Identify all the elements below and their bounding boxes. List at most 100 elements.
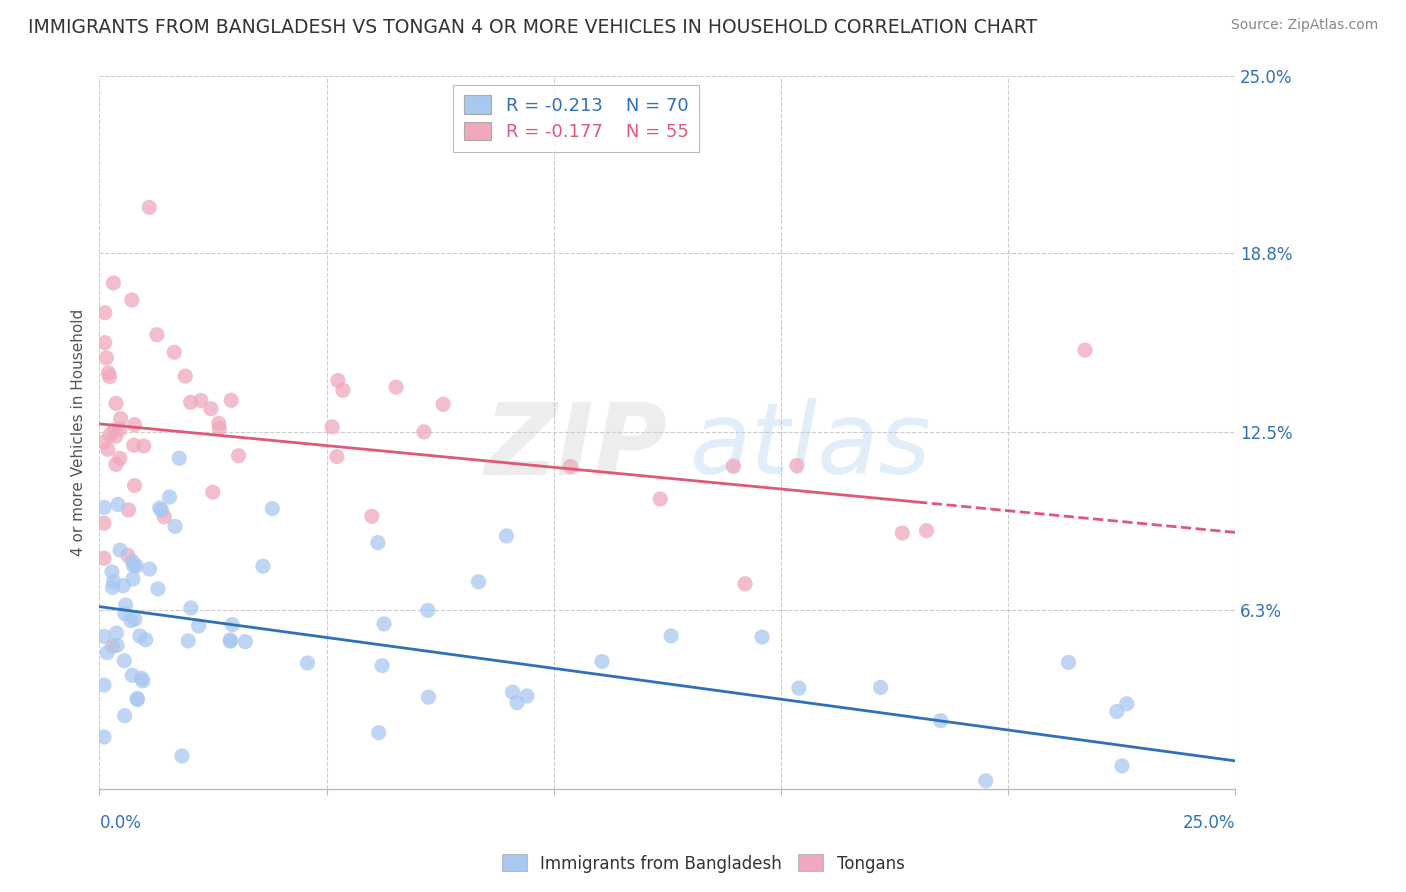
Point [1115,697,1137,711]
Point [418,690,440,705]
Point [121,668,143,682]
Point [177,633,200,648]
Point [105,626,128,640]
Point [131,671,153,685]
Point [367,535,389,549]
Point [1105,705,1128,719]
Point [221,617,243,632]
Point [974,773,997,788]
Point [105,396,128,410]
Point [117,549,139,563]
Text: ZIP: ZIP [484,398,668,495]
Point [103,423,125,437]
Point [167,451,190,466]
Point [125,558,148,573]
Point [103,276,125,290]
Point [127,692,149,706]
Point [190,393,212,408]
Point [219,634,242,648]
Point [367,725,389,739]
Point [124,417,146,432]
Point [1057,656,1080,670]
Point [373,616,395,631]
Point [200,401,222,416]
Point [94,306,117,320]
Point [93,551,115,566]
Point [96,646,118,660]
Point [107,498,129,512]
Point [591,655,613,669]
Point [98,369,121,384]
Point [122,559,145,574]
Point [93,500,115,515]
Point [326,450,349,464]
Legend: R = -0.213    N = 70, R = -0.177    N = 55: R = -0.213 N = 70, R = -0.177 N = 55 [453,85,699,153]
Point [132,673,155,688]
Point [127,691,149,706]
Point [101,639,124,653]
Point [180,395,202,409]
Point [187,619,209,633]
Point [219,632,242,647]
Text: 0.0%: 0.0% [100,814,142,832]
Point [751,630,773,644]
Point [104,458,127,472]
Point [120,614,142,628]
Point [371,658,394,673]
Point [326,374,349,388]
Point [1074,343,1097,358]
Point [869,681,891,695]
Point [108,543,131,558]
Point [135,632,157,647]
Point [208,417,231,431]
Point [98,427,121,442]
Point [146,582,169,596]
Point [101,565,124,579]
Point [163,345,186,359]
Point [146,327,169,342]
Point [153,509,176,524]
Point [97,366,120,380]
Point [180,601,202,615]
Point [432,397,454,411]
Point [201,485,224,500]
Point [385,380,408,394]
Point [122,572,145,586]
Point [150,503,173,517]
Point [114,607,136,621]
Point [132,439,155,453]
Point [659,629,682,643]
Point [929,714,952,728]
Point [891,526,914,541]
Point [96,351,118,365]
Text: atlas: atlas [690,398,932,495]
Point [165,519,187,533]
Point [105,639,128,653]
Point [297,656,319,670]
Point [128,629,150,643]
Point [360,509,382,524]
Point [97,442,120,457]
Point [122,438,145,452]
Point [208,421,231,435]
Point [121,293,143,307]
Point [138,562,160,576]
Point [117,503,139,517]
Point [233,634,256,648]
Point [332,384,354,398]
Legend: Immigrants from Bangladesh, Tongans: Immigrants from Bangladesh, Tongans [495,847,911,880]
Point [560,459,582,474]
Point [112,579,135,593]
Point [915,524,938,538]
Point [159,490,181,504]
Point [138,201,160,215]
Point [174,369,197,384]
Point [650,491,672,506]
Point [170,748,193,763]
Point [228,449,250,463]
Point [321,420,343,434]
Point [1111,759,1133,773]
Point [114,598,136,612]
Point [104,429,127,443]
Point [734,576,756,591]
